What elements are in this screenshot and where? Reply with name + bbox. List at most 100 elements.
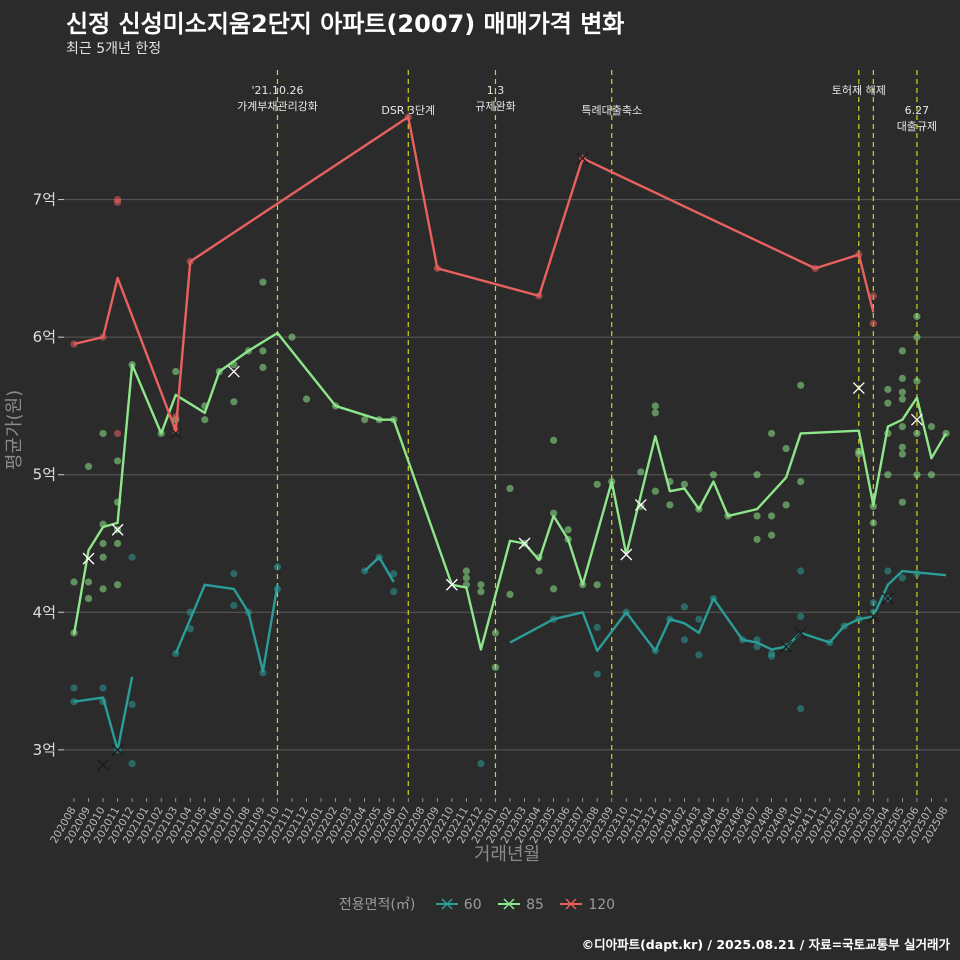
legend: 전용면적(㎡) 60 85 120 <box>0 894 960 914</box>
cross-marker <box>111 743 124 756</box>
data-point <box>462 574 470 582</box>
data-point <box>898 347 907 355</box>
data-point <box>884 385 892 394</box>
data-point <box>564 526 572 534</box>
data-point <box>99 553 107 561</box>
data-point <box>361 416 369 424</box>
legend-key-60 <box>435 898 458 910</box>
data-point <box>884 471 892 479</box>
policy-label: 6.27 <box>905 104 930 117</box>
data-point <box>797 612 805 621</box>
policy-label: 규제완화 <box>475 100 515 113</box>
policy-label: DSR 3단계 <box>381 104 435 117</box>
data-point <box>70 578 78 586</box>
data-point <box>259 669 267 677</box>
series-60 <box>70 553 947 771</box>
data-point <box>462 567 470 575</box>
data-point <box>797 567 805 575</box>
series-line <box>73 676 134 752</box>
data-point <box>898 388 907 396</box>
data-point <box>753 535 761 543</box>
data-point <box>593 670 601 678</box>
data-point <box>680 603 689 611</box>
data-point <box>869 599 877 607</box>
data-point <box>637 468 645 476</box>
data-point <box>884 567 892 575</box>
legend-label-60: 60 <box>463 897 482 913</box>
legend-item-85: 85 <box>498 897 548 913</box>
data-point <box>390 570 398 578</box>
data-point <box>898 422 907 431</box>
source-caption: ©디아파트(dapt.kr) / 2025.08.21 / 자료=국토교통부 실… <box>581 937 950 952</box>
data-point <box>855 450 863 458</box>
data-point <box>114 539 122 548</box>
data-point <box>753 512 761 520</box>
data-point <box>70 684 78 692</box>
data-point <box>201 416 209 424</box>
series-120 <box>70 113 877 440</box>
data-point <box>114 457 122 465</box>
data-point <box>869 502 877 510</box>
data-point <box>506 484 514 493</box>
chart-title: 신정 신성미소지움2단지 아파트(2007) 매매가격 변화 <box>66 10 625 38</box>
legend-label-120: 120 <box>588 897 616 913</box>
data-point <box>927 471 936 479</box>
data-point <box>913 471 921 479</box>
y-axis-title: 평균가(원) <box>4 390 25 470</box>
data-point <box>753 471 761 479</box>
cross-marker <box>227 365 240 378</box>
data-point <box>768 531 776 539</box>
data-point <box>680 480 689 488</box>
data-point <box>491 663 500 671</box>
data-point <box>259 347 267 355</box>
cross-marker <box>518 537 531 550</box>
legend-item-120: 120 <box>560 897 615 913</box>
data-point <box>84 462 93 471</box>
y-tick-label: 7억 <box>33 191 56 209</box>
data-point <box>273 563 282 571</box>
data-point <box>302 395 311 403</box>
data-point <box>651 409 659 417</box>
legend-title: 전용면적(㎡) <box>338 897 416 913</box>
data-point <box>99 539 107 548</box>
data-point <box>593 623 601 632</box>
cross-marker <box>111 523 124 536</box>
data-point <box>114 581 122 589</box>
data-point <box>666 501 674 509</box>
data-point <box>593 480 601 488</box>
data-point <box>186 625 194 633</box>
data-point <box>506 590 514 598</box>
series-line <box>509 569 947 652</box>
data-point <box>128 553 136 561</box>
data-point <box>99 585 107 593</box>
data-point <box>593 581 601 589</box>
cross-marker <box>794 626 807 639</box>
data-point <box>477 588 485 596</box>
data-point <box>869 519 877 527</box>
data-point <box>550 585 558 593</box>
y-tick-label: 3억 <box>33 741 56 759</box>
data-point <box>288 333 296 341</box>
cross-marker <box>634 499 647 511</box>
data-point <box>898 574 907 582</box>
series-line <box>363 556 395 583</box>
data-point <box>491 629 500 637</box>
data-point <box>114 198 122 206</box>
data-point <box>869 292 877 300</box>
data-point <box>695 651 703 659</box>
policy-label: 특례대출축소 <box>581 104 642 117</box>
series-85 <box>70 278 950 671</box>
policy-label: 대출규제 <box>897 120 937 133</box>
legend-key-120 <box>560 898 583 910</box>
data-point <box>782 444 790 453</box>
cross-marker <box>780 640 793 653</box>
y-tick-label: 6억 <box>33 328 56 346</box>
data-point <box>768 429 776 438</box>
legend-item-60: 60 <box>435 897 486 913</box>
data-point <box>99 684 107 692</box>
data-point <box>913 333 921 341</box>
data-point <box>898 395 907 403</box>
data-point <box>913 429 921 438</box>
data-point <box>535 567 543 575</box>
data-point <box>230 398 238 406</box>
